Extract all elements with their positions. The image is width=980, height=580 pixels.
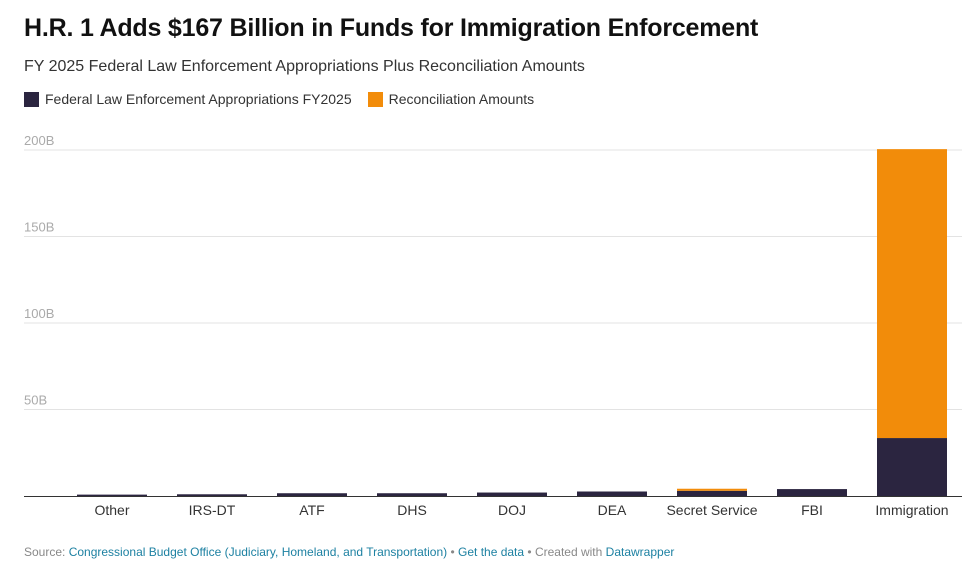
bar-irs-dt-appropriations[interactable] [177, 494, 247, 496]
y-tick-label-150b: 150B [24, 220, 54, 235]
bar-dea-appropriations[interactable] [577, 491, 647, 496]
legend-label-appropriations: Federal Law Enforcement Appropriations F… [45, 91, 352, 107]
bar-immigration-reconciliation[interactable] [877, 149, 947, 439]
legend-swatch-reconciliation [367, 91, 383, 107]
chart-subtitle: FY 2025 Federal Law Enforcement Appropri… [24, 58, 585, 75]
x-tick-label-other: Other [94, 502, 129, 518]
y-tick-label-100b: 100B [24, 306, 54, 321]
gridlines: 50B 100B 150B 200B [24, 133, 962, 410]
source-link[interactable]: Congressional Budget Office (Judiciary, … [68, 545, 448, 559]
x-tick-label-dea: DEA [598, 502, 627, 518]
source-label: Source: [24, 545, 66, 559]
y-tick-label-50b: 50B [24, 393, 47, 408]
separator: • [450, 545, 455, 559]
bar-doj-appropriations[interactable] [477, 492, 547, 496]
legend-swatch-appropriations [24, 91, 39, 107]
footer: Source: Congressional Budget Office (Jud… [24, 545, 674, 559]
created-with-label: Created with [534, 545, 603, 559]
bar-chart: 50B 100B 150B 200B Other IRS-DT ATF DHS DOJ DEA S… [24, 133, 962, 518]
bar-fbi-appropriations[interactable] [777, 489, 847, 496]
y-tick-label-200b: 200B [24, 133, 54, 148]
get-data-link[interactable]: Get the data [458, 545, 525, 559]
bar-atf-appropriations[interactable] [277, 493, 347, 496]
x-tick-label-immigration: Immigration [875, 502, 948, 518]
bar-immigration-appropriations[interactable] [877, 438, 947, 496]
datawrapper-link[interactable]: Datawrapper [605, 545, 675, 559]
x-axis-labels: Other IRS-DT ATF DHS DOJ DEA Secret Service FBI… [94, 502, 948, 518]
legend: Federal Law Enforcement Appropriations F… [24, 91, 550, 107]
chart-title: H.R. 1 Adds $167 Billion in Funds for Im… [24, 14, 759, 42]
x-tick-label-secret-service: Secret Service [666, 502, 757, 518]
separator: • [527, 545, 532, 559]
bar-secret-service-appropriations[interactable] [677, 490, 747, 496]
bar-secret-service-reconciliation[interactable] [677, 488, 747, 491]
x-tick-label-fbi: FBI [801, 502, 823, 518]
legend-item-reconciliation: Reconciliation Amounts [367, 91, 535, 107]
bar-other-appropriations[interactable] [77, 494, 147, 497]
bars [24, 149, 962, 497]
legend-label-reconciliation: Reconciliation Amounts [388, 91, 535, 107]
x-tick-label-atf: ATF [299, 502, 324, 518]
x-tick-label-dhs: DHS [397, 502, 427, 518]
bar-dhs-appropriations[interactable] [377, 493, 447, 496]
x-tick-label-doj: DOJ [498, 502, 526, 518]
x-tick-label-irs-dt: IRS-DT [189, 502, 236, 518]
legend-item-appropriations: Federal Law Enforcement Appropriations F… [24, 91, 352, 107]
